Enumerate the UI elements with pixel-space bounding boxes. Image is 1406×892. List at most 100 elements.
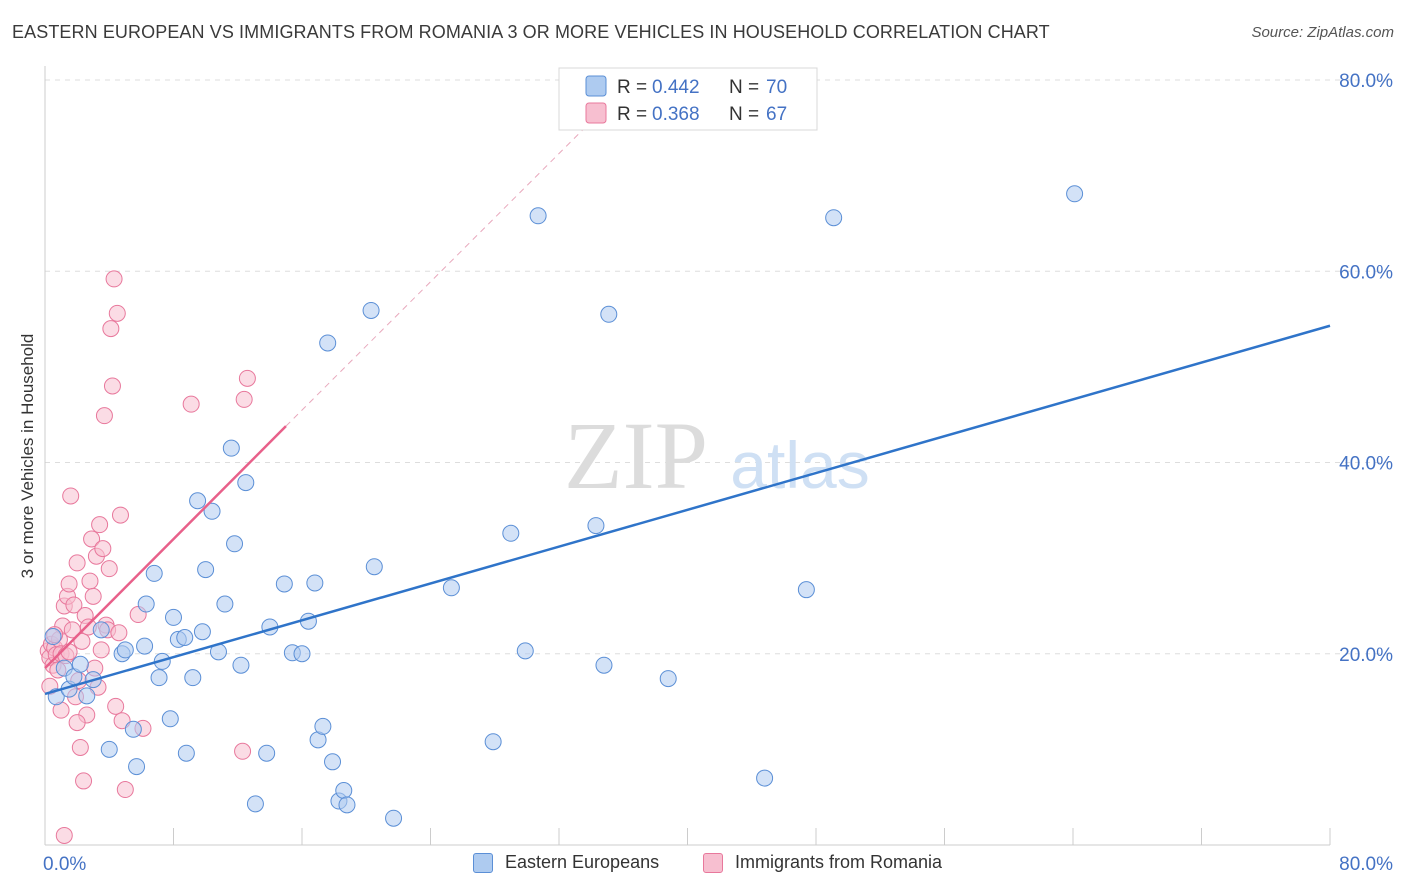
legend-item-eastern-europeans[interactable]: Eastern Europeans xyxy=(473,852,659,873)
data-point-romania[interactable] xyxy=(182,395,200,413)
legend-r-value: 0.368 xyxy=(652,104,700,125)
data-point-romania[interactable] xyxy=(68,554,86,572)
data-point-eastern-european[interactable] xyxy=(324,753,342,771)
axes: 20.0% 40.0% 60.0% 80.0% 0.0% 80.0% xyxy=(43,66,1393,875)
data-point-eastern-european[interactable] xyxy=(78,687,96,705)
data-point-romania[interactable] xyxy=(102,320,120,338)
data-point-romania[interactable] xyxy=(113,712,131,730)
gridlines xyxy=(45,79,1392,655)
data-point-eastern-european[interactable] xyxy=(797,581,815,599)
data-point-eastern-european[interactable] xyxy=(275,575,293,593)
data-point-romania[interactable] xyxy=(235,390,253,408)
data-point-eastern-european[interactable] xyxy=(293,645,311,663)
data-point-eastern-european[interactable] xyxy=(529,207,547,225)
data-point-eastern-european[interactable] xyxy=(442,579,460,597)
legend-swatch-blue xyxy=(473,852,493,873)
data-point-romania[interactable] xyxy=(105,270,123,288)
data-point-eastern-european[interactable] xyxy=(587,517,605,535)
data-point-romania[interactable] xyxy=(73,632,91,650)
data-point-eastern-european[interactable] xyxy=(216,595,234,613)
watermark: ZIP atlas xyxy=(564,402,870,509)
data-point-eastern-european[interactable] xyxy=(124,720,142,738)
data-point-eastern-european[interactable] xyxy=(189,492,207,510)
data-point-romania[interactable] xyxy=(94,540,112,558)
data-point-eastern-european[interactable] xyxy=(258,744,276,762)
data-point-romania[interactable] xyxy=(68,714,86,732)
data-point-eastern-european[interactable] xyxy=(222,439,240,457)
data-point-romania[interactable] xyxy=(84,587,102,605)
data-point-eastern-european[interactable] xyxy=(484,733,502,751)
data-point-eastern-european[interactable] xyxy=(100,740,118,758)
data-point-eastern-european[interactable] xyxy=(365,558,383,576)
data-point-romania[interactable] xyxy=(234,742,252,760)
data-point-eastern-european[interactable] xyxy=(314,717,332,735)
trend-line-romania xyxy=(44,425,287,669)
data-point-romania[interactable] xyxy=(107,697,125,715)
data-point-romania[interactable] xyxy=(110,624,128,642)
data-point-eastern-european[interactable] xyxy=(385,809,403,827)
data-point-eastern-european[interactable] xyxy=(161,710,179,728)
legend-swatch-pink xyxy=(703,852,723,873)
data-point-eastern-european[interactable] xyxy=(659,670,677,688)
data-point-eastern-european[interactable] xyxy=(177,744,195,762)
data-point-eastern-european[interactable] xyxy=(137,595,155,613)
data-point-eastern-european[interactable] xyxy=(92,621,110,639)
data-point-eastern-european[interactable] xyxy=(232,656,250,674)
data-point-romania[interactable] xyxy=(111,506,129,524)
data-point-romania[interactable] xyxy=(60,643,78,661)
data-point-eastern-european[interactable] xyxy=(237,474,255,492)
data-point-eastern-european[interactable] xyxy=(150,669,168,687)
data-point-eastern-european[interactable] xyxy=(128,758,146,776)
data-point-eastern-european[interactable] xyxy=(145,564,163,582)
data-point-romania[interactable] xyxy=(75,772,93,790)
data-point-romania[interactable] xyxy=(60,575,78,593)
data-point-eastern-european[interactable] xyxy=(600,305,618,323)
data-point-romania[interactable] xyxy=(95,407,113,425)
data-point-eastern-european[interactable] xyxy=(176,628,194,646)
chart-title: EASTERN EUROPEAN VS IMMIGRANTS FROM ROMA… xyxy=(12,22,1050,42)
legend-r-label: R = xyxy=(617,77,647,98)
data-point-eastern-european[interactable] xyxy=(825,209,843,227)
data-point-eastern-european[interactable] xyxy=(44,628,62,646)
data-point-eastern-european[interactable] xyxy=(71,655,89,673)
data-point-eastern-european[interactable] xyxy=(197,561,215,579)
data-point-eastern-european[interactable] xyxy=(319,334,337,352)
data-point-eastern-european[interactable] xyxy=(1066,185,1084,203)
data-point-eastern-european[interactable] xyxy=(362,301,380,319)
data-point-eastern-european[interactable] xyxy=(136,637,154,655)
data-point-romania[interactable] xyxy=(238,369,256,387)
data-point-romania[interactable] xyxy=(103,377,121,395)
legend-item-immigrants-from-romania[interactable]: Immigrants from Romania xyxy=(703,852,942,873)
data-point-eastern-european[interactable] xyxy=(165,608,182,626)
legend-swatch-pink xyxy=(585,102,607,124)
data-point-eastern-european[interactable] xyxy=(306,574,324,592)
data-point-eastern-european[interactable] xyxy=(226,535,244,553)
data-point-eastern-european[interactable] xyxy=(193,623,211,641)
data-point-eastern-european[interactable] xyxy=(756,769,774,787)
data-point-romania[interactable] xyxy=(55,826,73,844)
data-point-romania[interactable] xyxy=(81,572,99,590)
legend-top: R = 0.442 N = 70 R = 0.368 N = 67 xyxy=(558,67,818,131)
data-point-eastern-european[interactable] xyxy=(595,656,613,674)
data-point-romania[interactable] xyxy=(108,304,126,322)
data-point-romania[interactable] xyxy=(100,560,118,578)
data-point-romania[interactable] xyxy=(62,487,80,505)
y-tick-label: 60.0% xyxy=(1339,262,1393,283)
data-point-eastern-european[interactable] xyxy=(184,669,202,687)
data-point-romania[interactable] xyxy=(91,516,109,534)
data-point-eastern-european[interactable] xyxy=(246,795,264,813)
data-point-romania[interactable] xyxy=(63,621,81,639)
data-point-romania[interactable] xyxy=(92,641,110,659)
data-point-eastern-european[interactable] xyxy=(335,781,353,799)
data-point-eastern-european[interactable] xyxy=(502,524,520,542)
data-point-eastern-european[interactable] xyxy=(338,796,356,814)
trend-line-romania-extension xyxy=(285,113,600,427)
data-point-romania[interactable] xyxy=(71,738,89,756)
data-point-eastern-european[interactable] xyxy=(116,641,134,659)
series-immigrants-from-romania xyxy=(39,270,256,844)
data-point-eastern-european[interactable] xyxy=(203,502,221,520)
data-point-romania[interactable] xyxy=(116,781,134,799)
data-point-eastern-european[interactable] xyxy=(516,642,534,660)
data-point-romania[interactable] xyxy=(65,596,83,614)
data-point-romania[interactable] xyxy=(83,530,101,548)
